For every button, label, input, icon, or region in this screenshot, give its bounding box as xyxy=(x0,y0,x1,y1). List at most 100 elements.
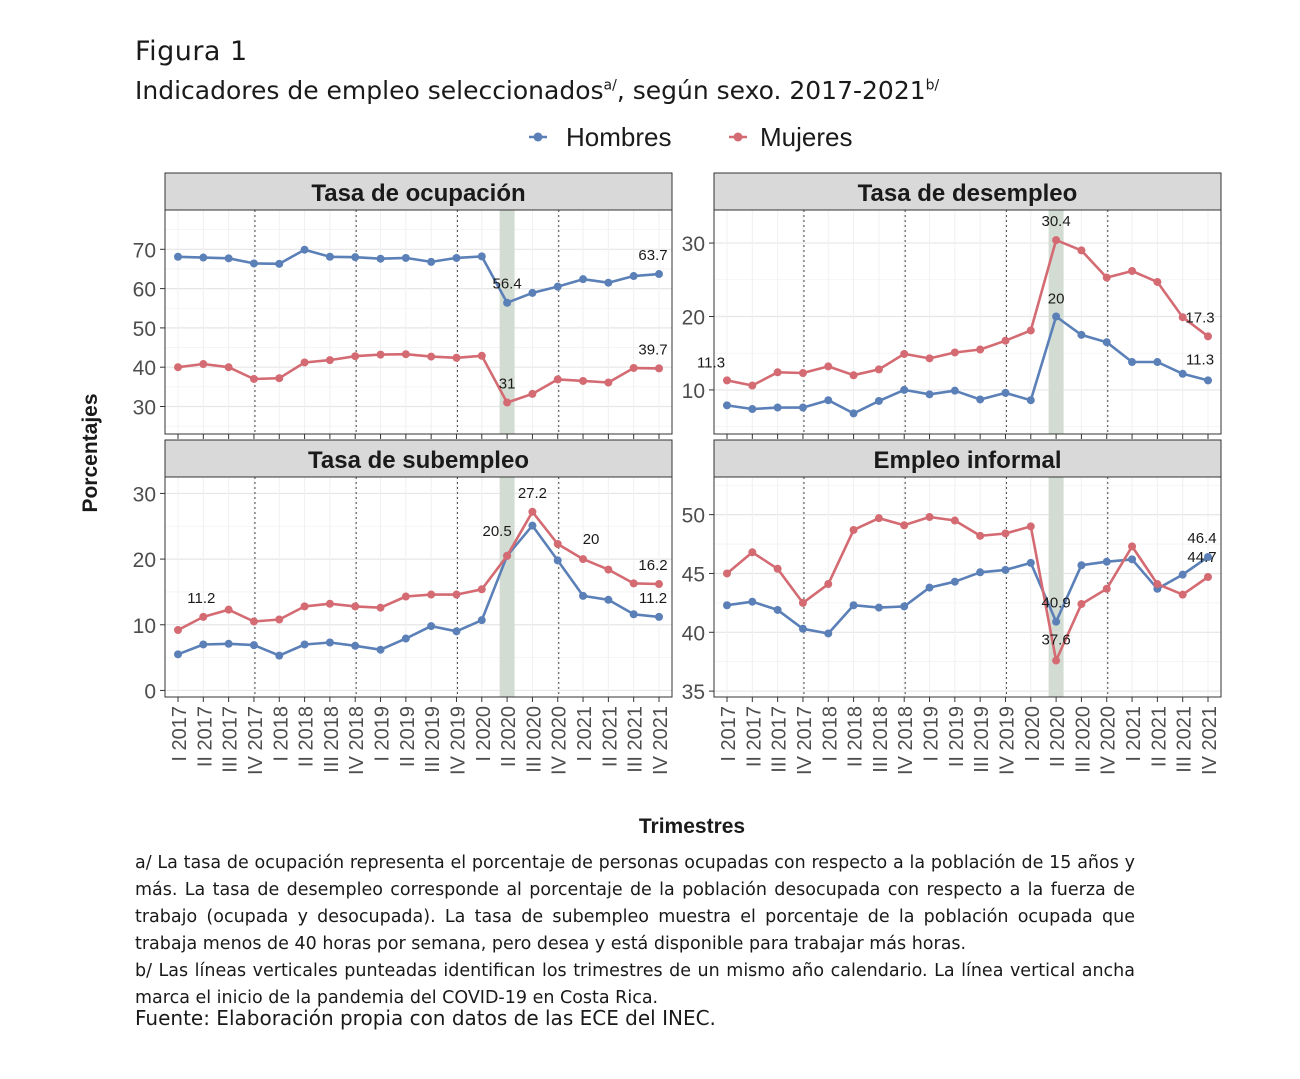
empleo-informal-x-tick-label: IV 2018 xyxy=(895,706,917,775)
tasa-de-subempleo-pandemic-band xyxy=(499,477,515,697)
tasa-de-desempleo-point-hombres xyxy=(723,401,731,410)
tasa-de-ocupacion-point-hombres xyxy=(300,245,309,254)
empleo-informal-point-hombres xyxy=(723,601,731,610)
tasa-de-subempleo-point-mujeres xyxy=(325,599,334,608)
empleo-informal-title: Empleo informal xyxy=(873,447,1061,474)
tasa-de-desempleo-data-label: 11.3 xyxy=(1186,351,1214,368)
tasa-de-desempleo-point-hombres xyxy=(1001,388,1010,397)
tasa-de-subempleo-point-mujeres xyxy=(376,603,385,612)
figure-title-text: Indicadores de empleo seleccionados xyxy=(135,76,604,105)
tasa-de-ocupacion-panel-border xyxy=(164,209,673,435)
figure-label: Figura 1 xyxy=(135,36,248,67)
tasa-de-desempleo-point-mujeres xyxy=(723,376,731,385)
empleo-informal-point-hombres xyxy=(773,605,782,614)
empleo-informal-point-mujeres xyxy=(1204,573,1212,581)
tasa-de-desempleo-title: Tasa de desempleo xyxy=(858,180,1078,207)
tasa-de-desempleo-point-hombres xyxy=(874,396,883,405)
tasa-de-subempleo-point-hombres xyxy=(401,634,410,643)
tasa-de-subempleo-x-tick-label: III 2020 xyxy=(523,706,545,773)
figure-title-footnote-b: b/ xyxy=(925,77,940,94)
empleo-informal-x-tick-label: III 2018 xyxy=(870,706,892,773)
empleo-informal-x-tick-label: III 2020 xyxy=(1072,706,1094,773)
tasa-de-subempleo-panel-border xyxy=(164,476,673,698)
tasa-de-ocupacion-point-mujeres xyxy=(452,353,461,362)
tasa-de-desempleo-point-mujeres xyxy=(1204,332,1212,341)
tasa-de-subempleo-x-tick-label: II 2017 xyxy=(194,706,216,767)
tasa-de-desempleo-point-mujeres xyxy=(1178,313,1187,322)
tasa-de-desempleo-pandemic-band xyxy=(1048,210,1064,434)
tasa-de-ocupacion-point-hombres xyxy=(553,282,562,291)
tasa-de-subempleo-point-mujeres xyxy=(604,565,613,574)
tasa-de-desempleo-point-mujeres xyxy=(874,365,883,374)
empleo-informal-point-mujeres xyxy=(824,580,833,589)
tasa-de-subempleo-x-tick-label: IV 2018 xyxy=(346,706,368,775)
tasa-de-desempleo-point-mujeres xyxy=(824,362,833,371)
empleo-informal-data-label: 44.7 xyxy=(1187,549,1216,566)
tasa-de-ocupacion-point-mujeres xyxy=(300,358,309,367)
tasa-de-subempleo-data-label: 20.5 xyxy=(483,523,512,540)
tasa-de-subempleo-y-tick-label: 0 xyxy=(144,680,156,703)
tasa-de-subempleo-point-mujeres xyxy=(401,592,410,601)
tasa-de-subempleo-data-label: 20 xyxy=(583,531,600,548)
tasa-de-ocupacion-point-hombres xyxy=(528,288,537,297)
tasa-de-desempleo-point-mujeres xyxy=(773,368,782,377)
tasa-de-desempleo-y-tick-label: 10 xyxy=(682,380,705,403)
tasa-de-subempleo-point-hombres xyxy=(629,610,638,619)
empleo-informal-y-tick-label: 35 xyxy=(682,681,705,704)
figure-title-footnote-a: a/ xyxy=(603,77,617,94)
tasa-de-ocupacion-line-hombres xyxy=(177,248,660,305)
tasa-de-subempleo-data-label: 11.2 xyxy=(187,590,215,607)
tasa-de-subempleo-point-mujeres xyxy=(528,507,537,516)
empleo-informal-x-tick-label: IV 2019 xyxy=(996,706,1018,775)
empleo-informal-point-mujeres xyxy=(798,598,807,607)
tasa-de-ocupacion-point-mujeres xyxy=(351,352,360,361)
tasa-de-ocupacion-point-mujeres xyxy=(553,375,562,384)
tasa-de-desempleo-data-label: 20 xyxy=(1048,290,1065,307)
tasa-de-subempleo-x-tick-label: II 2021 xyxy=(599,706,621,767)
empleo-informal-x-tick-label: III 2017 xyxy=(769,706,791,773)
tasa-de-ocupacion-point-hombres xyxy=(401,253,410,262)
tasa-de-subempleo-x-tick-label: III 2018 xyxy=(321,706,343,773)
empleo-informal-x-tick-label: I 2019 xyxy=(921,706,943,762)
source-note: Fuente: Elaboración propia con datos de … xyxy=(135,1006,716,1030)
empleo-informal-point-mujeres xyxy=(925,513,934,521)
tasa-de-desempleo-point-mujeres xyxy=(1077,246,1086,255)
empleo-informal-x-tick-label: II 2018 xyxy=(845,706,867,767)
tasa-de-ocupacion-point-hombres xyxy=(325,252,334,261)
tasa-de-subempleo-point-hombres xyxy=(604,595,613,604)
chart-panels: Hombres Mujeres Porcentajes Trimestres Tasa … xyxy=(79,122,1222,838)
tasa-de-ocupacion-data-label: 39.7 xyxy=(638,341,667,358)
tasa-de-desempleo-y-tick-label: 30 xyxy=(682,233,705,256)
tasa-de-desempleo-point-mujeres xyxy=(976,345,985,354)
tasa-de-desempleo-data-label: 11.3 xyxy=(697,354,725,371)
tasa-de-subempleo-point-mujeres xyxy=(249,617,258,626)
empleo-informal-x-tick-label: I 2021 xyxy=(1123,706,1145,762)
tasa-de-desempleo-point-mujeres xyxy=(1102,273,1111,282)
empleo-informal-point-mujeres xyxy=(1153,580,1162,589)
tasa-de-subempleo-x-tick-label: IV 2019 xyxy=(447,706,469,775)
empleo-informal-point-hombres xyxy=(824,629,833,638)
empleo-informal-point-mujeres xyxy=(723,569,731,578)
tasa-de-desempleo-point-hombres xyxy=(1026,396,1035,405)
note-b: b/ Las líneas verticales punteadas ident… xyxy=(135,961,1135,1008)
tasa-de-ocupacion-point-mujeres xyxy=(629,363,638,372)
empleo-informal-data-label: 37.6 xyxy=(1042,632,1071,649)
empleo-informal-point-mujeres xyxy=(874,514,883,523)
empleo-informal-point-hombres xyxy=(1077,561,1086,570)
empleo-informal-line-hombres xyxy=(726,555,1209,635)
tasa-de-desempleo-point-hombres xyxy=(1052,312,1061,321)
tasa-de-subempleo-point-hombres xyxy=(553,556,562,565)
empleo-informal-point-hombres xyxy=(950,577,959,586)
tasa-de-ocupacion-point-mujeres xyxy=(174,363,182,372)
tasa-de-desempleo-point-mujeres xyxy=(1128,266,1137,275)
tasa-de-ocupacion-y-tick-label: 30 xyxy=(133,396,156,419)
empleo-informal-point-hombres xyxy=(1026,558,1035,567)
empleo-informal-point-hombres xyxy=(849,601,858,610)
empleo-informal-plot-area xyxy=(714,477,1221,697)
legend-label-hombres: Hombres xyxy=(566,122,671,152)
tasa-de-desempleo-y-tick-label: 20 xyxy=(682,306,705,329)
tasa-de-desempleo-point-hombres xyxy=(1128,358,1137,367)
tasa-de-subempleo-point-mujeres xyxy=(224,605,233,614)
empleo-informal-point-hombres xyxy=(748,597,757,606)
empleo-informal-line-mujeres xyxy=(726,515,1209,662)
